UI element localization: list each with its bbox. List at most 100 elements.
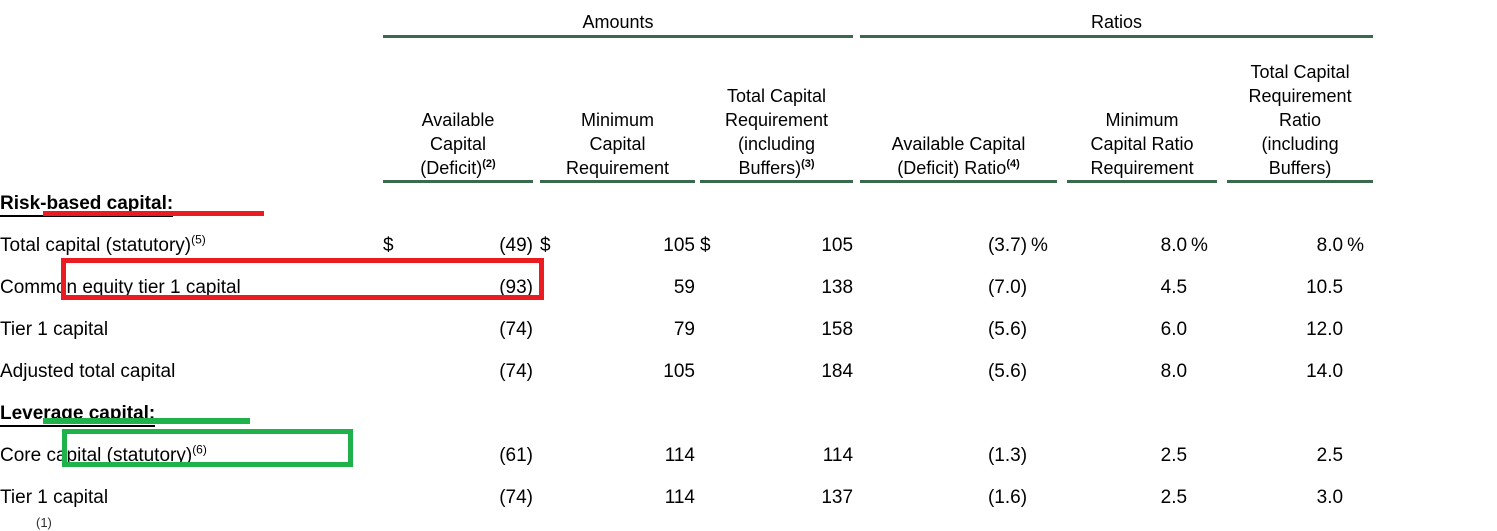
- amount-total-capital-requirement: 137: [821, 487, 854, 508]
- ratio-minimum-capital-requirement: 4.5: [1160, 277, 1188, 298]
- empty-cell: [1373, 0, 1497, 38]
- ratio-minimum-capital-requirement: 6.0: [1160, 319, 1188, 340]
- dollar-sign: $: [383, 235, 394, 256]
- column-gap: [853, 351, 860, 393]
- dollar-cell: [700, 477, 740, 519]
- dollar-cell: [540, 435, 580, 477]
- column-gap: [1217, 435, 1227, 477]
- amount-minimum-capital-requirement: 59: [673, 277, 695, 298]
- empty-cell: [1373, 38, 1497, 183]
- row-label: Total capital (statutory)(5): [0, 232, 206, 256]
- ratio-available-capital: (5.6): [987, 319, 1028, 340]
- footnote-ref: (5): [191, 232, 206, 247]
- column-gap: [1057, 477, 1067, 519]
- header-line: Capital: [429, 134, 487, 154]
- column-gap: [533, 351, 540, 393]
- column-gap: [1057, 267, 1067, 309]
- amount-available-capital: (74): [499, 361, 533, 382]
- table-row-core-capital-statutory: Core capital (statutory)(6) (61) 114 114…: [0, 435, 1497, 477]
- header-line: Buffers): [1268, 158, 1332, 178]
- column-gap: [1217, 38, 1227, 183]
- table-row-total-capital-statutory: Total capital (statutory)(5) $ (49) $ 10…: [0, 225, 1497, 267]
- dollar-cell: [383, 477, 423, 519]
- header-line: Minimum: [1105, 110, 1179, 130]
- dollar-cell: [540, 351, 580, 393]
- column-header-total-capital-requirement: Total Capital Requirement (including Buf…: [700, 38, 854, 183]
- row-label: Core capital (statutory)(6): [0, 442, 207, 466]
- red-box-annotation: [61, 258, 544, 300]
- amount-total-capital-requirement: 138: [821, 277, 854, 298]
- dollar-sign: $: [540, 235, 551, 256]
- empty-cell: [0, 38, 383, 183]
- row-label: Tier 1 capital: [0, 319, 109, 340]
- column-gap: [1057, 225, 1067, 267]
- ratio-minimum-capital-requirement: 8.0%: [1067, 225, 1217, 267]
- row-label: Adjusted total capital: [0, 361, 176, 382]
- column-header-total-capital-requirement-ratio: Total Capital Requirement Ratio (includi…: [1227, 38, 1374, 183]
- table-row-common-equity-tier1-capital: Common equity tier 1 capital (93) 59 138…: [0, 267, 1497, 309]
- column-gap: [853, 267, 860, 309]
- header-line: Available: [421, 110, 495, 130]
- column-gap: [1057, 435, 1067, 477]
- amount-minimum-capital-requirement: 79: [673, 319, 695, 340]
- ratio-available-capital: (1.3): [987, 445, 1028, 466]
- header-line: Requirement: [724, 110, 829, 130]
- row-label: Common equity tier 1 capital: [0, 277, 241, 298]
- red-underline-annotation: [43, 211, 264, 216]
- header-line: Requirement: [1248, 86, 1352, 106]
- column-gap: [1057, 351, 1067, 393]
- amount-minimum-capital-requirement: 114: [664, 487, 695, 508]
- table-row-tier1-capital-risk-based: Tier 1 capital (74) 79 158 (5.6) 6.0 12.…: [0, 309, 1497, 351]
- column-gap: [853, 0, 860, 38]
- footnote-ref: (2): [482, 158, 496, 170]
- ratios-group-header: Ratios: [860, 0, 1374, 38]
- ratio-total-capital-requirement: 10.5: [1306, 277, 1344, 298]
- ratio-total-capital-requirement: 2.5: [1316, 445, 1344, 466]
- footnote-ref: (6): [192, 442, 207, 457]
- header-line: (Deficit) Ratio(4): [897, 158, 1020, 178]
- column-gap: [533, 309, 540, 351]
- column-gap: [853, 38, 860, 183]
- dollar-cell: [700, 309, 740, 351]
- column-gap: [853, 477, 860, 519]
- ratio-total-capital-requirement: 14.0: [1306, 361, 1344, 382]
- ratio-minimum-capital-requirement: 8.0: [1160, 361, 1188, 382]
- section-cell: Risk-based capital:: [0, 183, 1497, 225]
- column-gap: [1057, 309, 1067, 351]
- amount-available-capital: (93): [499, 277, 533, 298]
- header-line: Capital: [589, 134, 646, 154]
- amount-available-capital: (74): [499, 319, 533, 340]
- footnote-marker: (1): [36, 515, 52, 530]
- header-line: Total Capital: [726, 86, 827, 106]
- column-gap: [533, 435, 540, 477]
- header-line: Minimum: [580, 110, 654, 130]
- header-line: Total Capital: [1250, 62, 1350, 82]
- empty-cell: [1373, 351, 1497, 393]
- dollar-cell: [700, 351, 740, 393]
- table-row-tier1-capital-leverage: Tier 1 capital (74) 114 137 (1.6) 2.5 3.…: [0, 477, 1497, 519]
- header-line: Requirement: [1090, 158, 1194, 178]
- dollar-cell: [383, 351, 423, 393]
- column-header-row: Available Capital (Deficit)(2) Minimum C…: [0, 38, 1497, 183]
- column-gap: [1217, 351, 1227, 393]
- ratio-available-capital: (7.0): [987, 277, 1028, 298]
- amounts-group-header: Amounts: [383, 0, 854, 38]
- column-gap: [1057, 38, 1067, 183]
- dollar-sign: $: [700, 235, 711, 256]
- row-label: Tier 1 capital: [0, 487, 109, 508]
- header-line: Ratio: [1279, 110, 1322, 130]
- ratio-total-capital-requirement: 3.0: [1316, 487, 1344, 508]
- header-line: (including: [738, 134, 816, 154]
- ratio-available-capital: (5.6): [987, 361, 1028, 382]
- percent-sign: %: [1031, 235, 1048, 256]
- empty-cell: [1373, 309, 1497, 351]
- footnote-ref: (4): [1006, 158, 1020, 170]
- empty-cell: [1373, 477, 1497, 519]
- ratio-minimum-capital-requirement: 2.5: [1160, 487, 1188, 508]
- ratio-minimum-capital-requirement: 2.5: [1160, 445, 1188, 466]
- column-gap: [533, 477, 540, 519]
- dollar-cell: [540, 477, 580, 519]
- column-gap: [1217, 309, 1227, 351]
- dollar-cell: [383, 309, 423, 351]
